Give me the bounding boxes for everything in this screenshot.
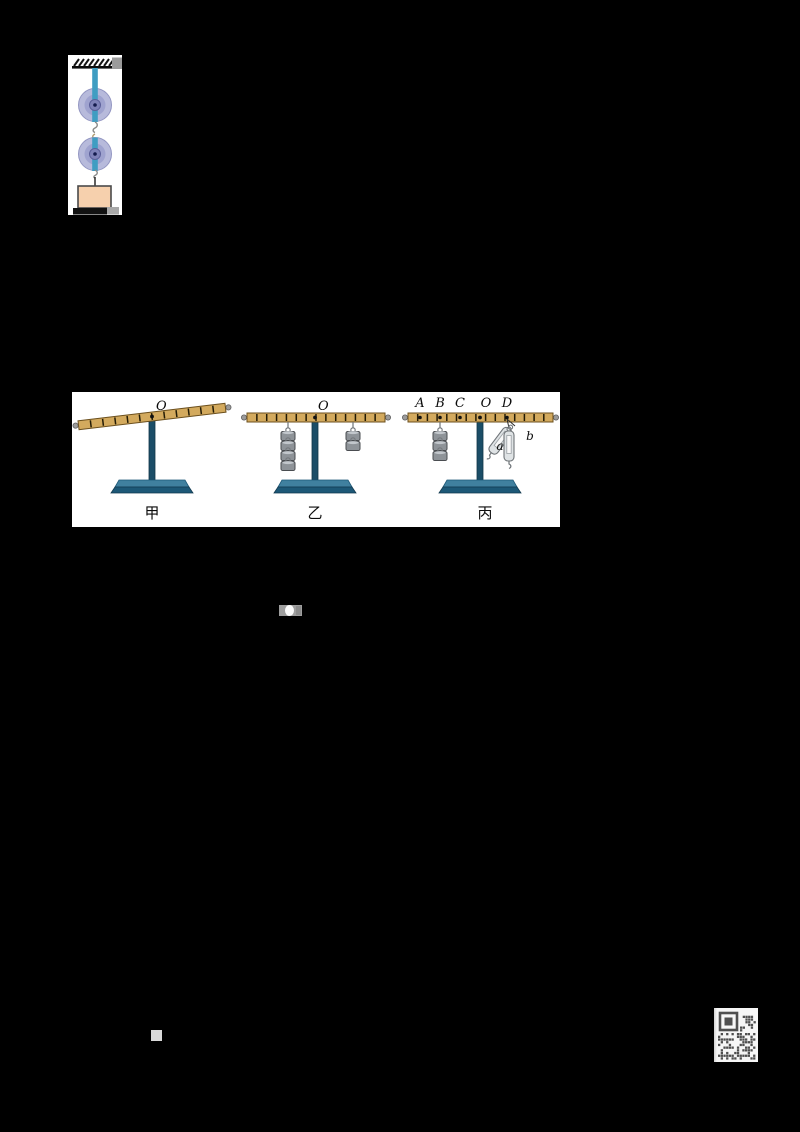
block-shadow-corner: [107, 207, 119, 215]
setup-caption: 甲: [144, 504, 159, 522]
scale-b-label: b: [526, 429, 534, 443]
ceiling-hatch: [72, 57, 122, 69]
stand-column: [476, 416, 484, 481]
stand-base-front: [110, 486, 194, 494]
qr-code-drawing: [718, 1011, 756, 1060]
pivot-label: O: [156, 399, 167, 414]
beam-ticks: [256, 414, 376, 421]
block-shadow: [73, 208, 112, 215]
weight-stack-at-B: [432, 422, 448, 462]
left-weight-stack: [280, 422, 296, 472]
pulley-figure: [68, 55, 122, 215]
movable-pulley: [78, 133, 112, 179]
beam-end-screw: [225, 404, 232, 411]
lever-setup-jia: O 甲: [72, 399, 232, 522]
pivot-label: O: [481, 396, 492, 411]
hook-icon: [92, 121, 98, 134]
qr-code: [714, 1008, 758, 1062]
beam-end-screw: [401, 414, 408, 421]
stand-base-top: [114, 479, 190, 488]
stand-column: [311, 416, 319, 481]
pulley-figure-drawing: [72, 57, 122, 215]
render-artifact-square: [151, 1030, 162, 1041]
beam-end-screw: [384, 414, 391, 421]
qr-modules: [718, 1015, 756, 1060]
pivot-dot: [313, 415, 317, 420]
stand-base-front: [273, 486, 357, 494]
fixed-pulley: [78, 68, 112, 134]
point-B-dot: [438, 415, 442, 420]
beam-end-screw: [240, 414, 247, 421]
point-D-dot: [505, 415, 509, 420]
lever-setup-yi: O 乙: [240, 399, 391, 522]
stand-base-top: [442, 479, 518, 488]
pivot-dot: [478, 415, 482, 420]
point-A-label: A: [414, 396, 424, 411]
point-C-dot: [458, 415, 462, 420]
pulley-strap: [92, 68, 98, 122]
scale-b-string: [506, 418, 516, 427]
artifact-blob: [285, 605, 294, 616]
setup-caption: 乙: [307, 504, 322, 522]
hook-icon: [93, 169, 98, 179]
scale-a-label: a: [496, 439, 503, 453]
pivot-dot: [150, 414, 154, 419]
qr-finder-inner: [724, 1017, 733, 1026]
stand-base-top: [277, 479, 353, 488]
artifact-dark-speck: [296, 606, 301, 615]
point-A-dot: [418, 415, 422, 420]
point-B-label: B: [434, 396, 445, 411]
beam-end-screw: [72, 422, 79, 429]
beam-end-screw: [552, 414, 559, 421]
beam-ticks: [416, 414, 545, 421]
right-weight-stack: [345, 422, 361, 452]
stand-column: [148, 415, 156, 481]
point-D-label: D: [501, 396, 513, 411]
lever-figure-drawing: O 甲 O: [72, 396, 559, 522]
render-artifact-smudge: [279, 605, 302, 616]
point-C-label: C: [455, 396, 465, 411]
lever-setup-bing: A B C O D a b: [401, 396, 559, 522]
spring-scale-a: [503, 426, 515, 470]
hanging-block: [77, 185, 112, 209]
lever-beam-tilted: [72, 402, 232, 431]
stand-base-front: [438, 486, 522, 494]
pivot-label: O: [318, 399, 329, 414]
lever-experiment-figure: O 甲 O: [72, 392, 560, 527]
qr-finder-outer: [718, 1011, 739, 1032]
setup-caption: 丙: [477, 504, 492, 522]
